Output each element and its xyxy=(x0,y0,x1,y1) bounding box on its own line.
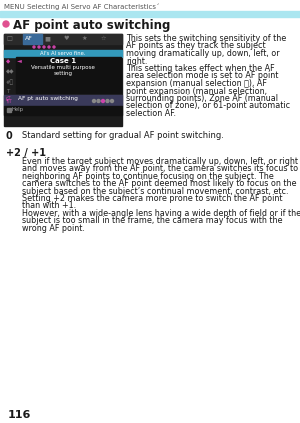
Text: Case 1: Case 1 xyxy=(50,58,76,64)
Text: area selection mode is set to AF point: area selection mode is set to AF point xyxy=(126,71,278,80)
Text: subject is too small in the frame, the camera may focus with the: subject is too small in the frame, the c… xyxy=(22,216,283,225)
Text: 0: 0 xyxy=(6,131,13,141)
Text: T: T xyxy=(6,89,9,94)
Text: Setting +2 makes the camera more prone to switch the AF point: Setting +2 makes the camera more prone t… xyxy=(22,194,283,203)
Circle shape xyxy=(43,46,45,48)
Circle shape xyxy=(110,99,113,102)
Text: □: □ xyxy=(6,36,12,41)
Text: subject based on the subject’s continual movement, contrast, etc.: subject based on the subject’s continual… xyxy=(22,187,289,195)
Circle shape xyxy=(3,21,9,27)
Circle shape xyxy=(53,46,55,48)
Text: expansion (manual selection ⭢), AF: expansion (manual selection ⭢), AF xyxy=(126,79,267,88)
Text: right.: right. xyxy=(126,57,147,66)
Circle shape xyxy=(101,99,104,102)
Text: than with +1.: than with +1. xyxy=(22,201,76,210)
Circle shape xyxy=(48,46,50,48)
Text: Help: Help xyxy=(12,107,24,112)
Text: This sets the switching sensitivity of the: This sets the switching sensitivity of t… xyxy=(126,34,286,43)
Text: wrong AF point.: wrong AF point. xyxy=(22,224,85,233)
Text: moving dramatically up, down, left, or: moving dramatically up, down, left, or xyxy=(126,49,280,58)
Text: selection of zone), or 61-point automatic: selection of zone), or 61-point automati… xyxy=(126,102,290,110)
Text: ◆◆: ◆◆ xyxy=(6,69,14,74)
Text: However, with a wide-angle lens having a wide depth of field or if the: However, with a wide-angle lens having a… xyxy=(22,209,300,218)
Text: +2 / +1: +2 / +1 xyxy=(6,148,46,158)
Circle shape xyxy=(92,99,95,102)
Text: AF point auto switching: AF point auto switching xyxy=(13,19,170,32)
Text: Versatile multi purpose: Versatile multi purpose xyxy=(31,65,95,70)
Bar xyxy=(0,11,300,17)
Circle shape xyxy=(106,99,109,102)
Text: #⎯: #⎯ xyxy=(6,79,14,85)
Bar xyxy=(16,57,121,93)
Text: selection AF.: selection AF. xyxy=(126,109,176,118)
Text: MENU Selecting AI Servo AF Characteristics´: MENU Selecting AI Servo AF Characteristi… xyxy=(4,4,160,11)
Bar xyxy=(4,95,122,106)
Text: setting: setting xyxy=(53,71,73,76)
Text: This setting takes effect when the AF: This setting takes effect when the AF xyxy=(126,64,274,73)
Bar xyxy=(4,34,122,44)
Text: and moves away from the AF point, the camera switches its focus to: and moves away from the AF point, the ca… xyxy=(22,165,298,173)
Text: point expansion (manual selection,: point expansion (manual selection, xyxy=(126,86,267,96)
Text: neighboring AF points to continue focusing on the subject. The: neighboring AF points to continue focusi… xyxy=(22,172,274,181)
Bar xyxy=(23,34,42,44)
Text: ★: ★ xyxy=(82,36,88,41)
Text: ☆: ☆ xyxy=(101,36,106,41)
Text: AF pt auto switching: AF pt auto switching xyxy=(18,96,78,101)
Text: ♥: ♥ xyxy=(63,36,69,41)
Text: Even if the target subject moves dramatically up, down, left, or right: Even if the target subject moves dramati… xyxy=(22,157,298,166)
Text: surrounding points), Zone AF (manual: surrounding points), Zone AF (manual xyxy=(126,94,278,103)
Text: AF: AF xyxy=(25,36,33,41)
Text: ¶T: ¶T xyxy=(6,99,13,104)
Bar xyxy=(7,108,11,112)
Text: Standard setting for gradual AF point switching.: Standard setting for gradual AF point sw… xyxy=(22,131,224,140)
Bar xyxy=(4,34,122,126)
Text: 116: 116 xyxy=(8,410,32,420)
Text: AF points as they track the subject: AF points as they track the subject xyxy=(126,41,266,50)
Bar xyxy=(4,106,122,115)
Circle shape xyxy=(33,46,35,48)
Circle shape xyxy=(38,46,40,48)
Text: cT: cT xyxy=(6,96,12,101)
Circle shape xyxy=(97,99,100,102)
Text: ◆: ◆ xyxy=(6,59,10,64)
Bar xyxy=(4,50,122,57)
Text: camera switches to the AF point deemed most likely to focus on the: camera switches to the AF point deemed m… xyxy=(22,179,296,188)
Text: ◄: ◄ xyxy=(17,58,22,63)
Text: ■: ■ xyxy=(44,36,50,41)
Text: AI's AI servo fine.: AI's AI servo fine. xyxy=(40,51,86,56)
